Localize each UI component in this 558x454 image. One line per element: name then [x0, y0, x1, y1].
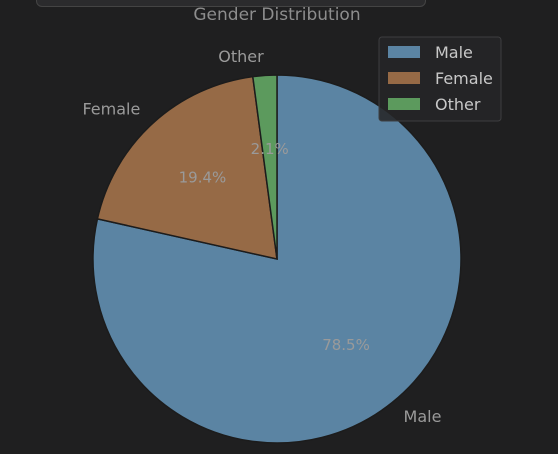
chart-title: Gender Distribution [193, 5, 360, 25]
slice-label-female: Female [82, 100, 140, 119]
pie-slice-female [96, 75, 278, 260]
legend-label-male: Male [435, 43, 473, 62]
legend-swatch-other [388, 98, 420, 110]
legend-label-female: Female [435, 69, 493, 88]
pie-slices [92, 74, 462, 444]
legend: Male Female Other [378, 36, 502, 122]
legend-swatch-female [388, 72, 420, 84]
slice-label-other: Other [218, 47, 264, 66]
slice-percent-male: 78.5% [322, 336, 370, 354]
outer-labels: Male Female Other [82, 47, 441, 426]
slice-label-male: Male [404, 407, 442, 426]
legend-label-other: Other [435, 95, 481, 114]
slice-percent-female: 19.4% [179, 169, 227, 187]
percent-labels: 78.5% 19.4% 2.1% [179, 140, 370, 354]
legend-swatch-male [388, 46, 420, 58]
pie-slice-other [251, 74, 278, 260]
slice-percent-other: 2.1% [251, 140, 289, 158]
